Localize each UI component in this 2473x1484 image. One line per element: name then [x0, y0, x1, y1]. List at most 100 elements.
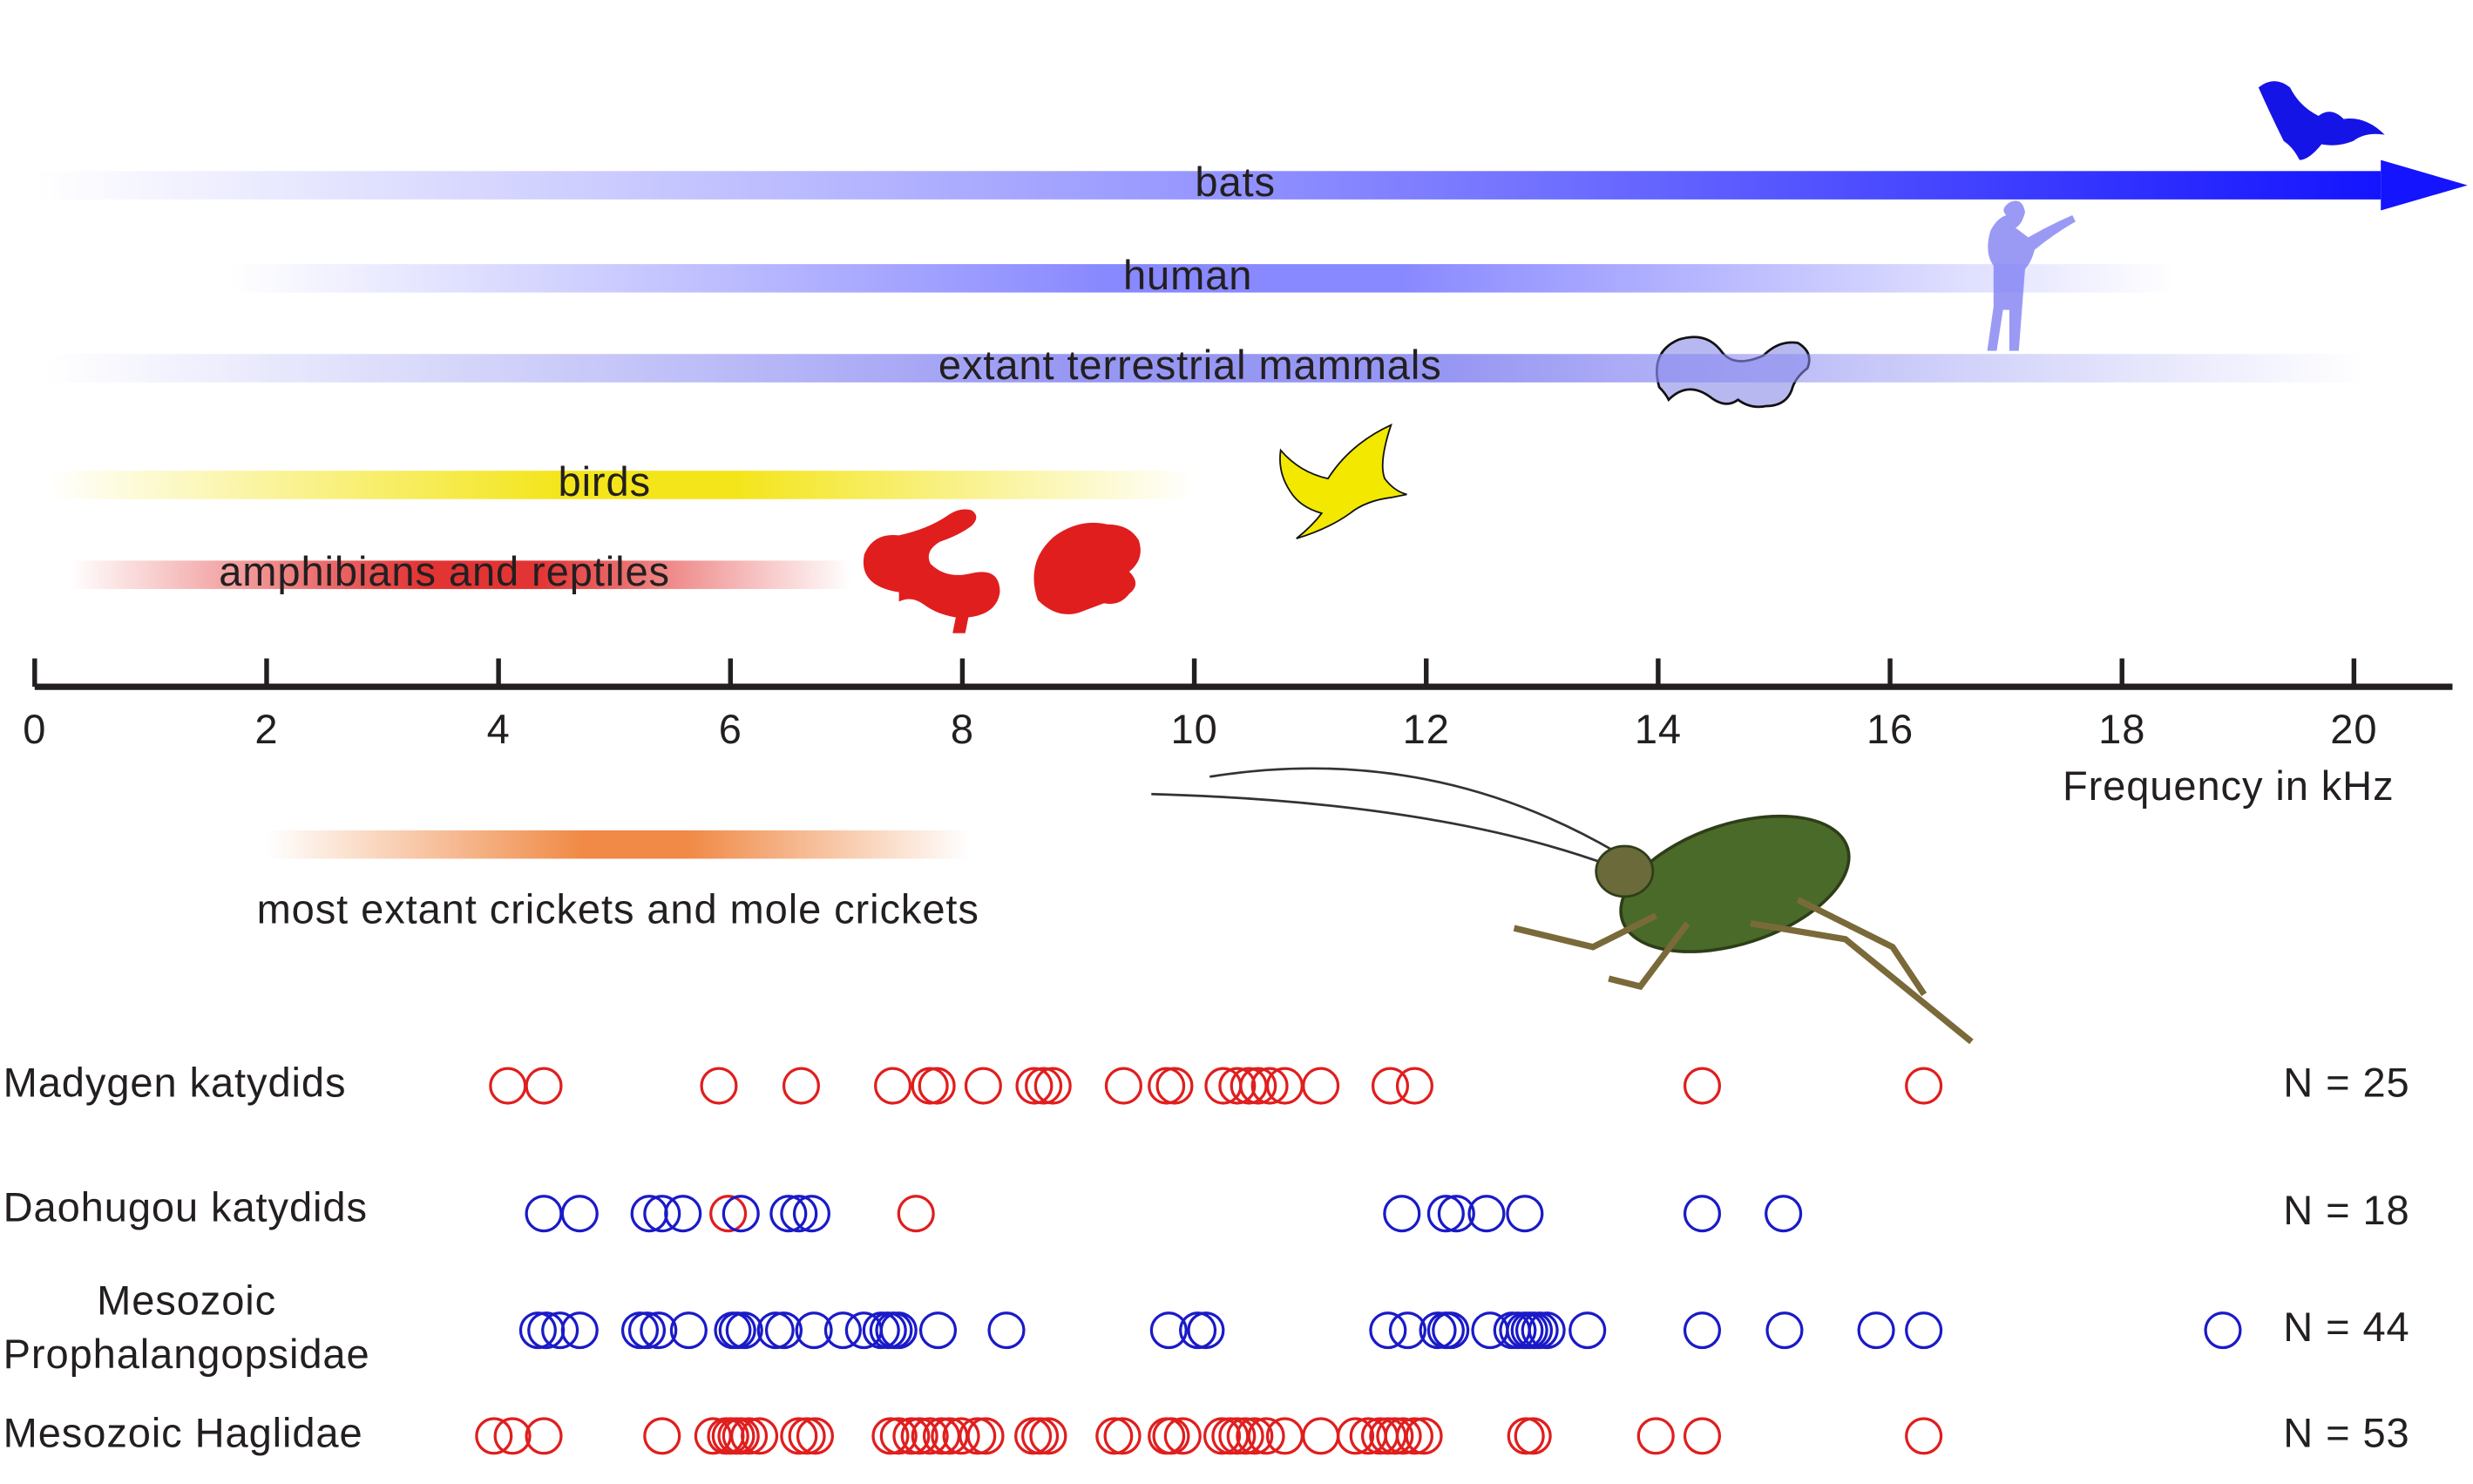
data-point [796, 1417, 834, 1455]
data-point [1514, 1417, 1552, 1455]
range-label: amphibians and reptiles [219, 548, 670, 594]
data-point [1152, 1417, 1190, 1455]
range-bar [69, 560, 851, 589]
data-point [788, 1417, 826, 1455]
data-point [709, 1195, 748, 1233]
n-label: N = 53 [2283, 1409, 2409, 1455]
data-point [1148, 1067, 1186, 1105]
x-tick-label: 16 [1867, 706, 1914, 752]
data-point [1163, 1417, 1202, 1455]
data-point [1149, 1311, 1188, 1350]
illustrations [863, 81, 2385, 1045]
n-label: N = 44 [2283, 1304, 2409, 1350]
range-bar [232, 264, 2176, 293]
data-point [1302, 1417, 1340, 1455]
data-point [1155, 1067, 1194, 1105]
data-point [1395, 1067, 1433, 1105]
data-point [560, 1195, 599, 1233]
data-point [966, 1417, 1005, 1455]
row-label: Mesozoic Haglidae [3, 1409, 363, 1457]
data-point [1239, 1067, 1277, 1105]
data-point [792, 1195, 830, 1233]
data-point [879, 1417, 918, 1455]
data-point [640, 1311, 678, 1350]
data-point [1029, 1417, 1067, 1455]
data-point [769, 1195, 808, 1233]
data-point [1187, 1311, 1225, 1350]
data-point [1683, 1067, 1722, 1105]
data-point [964, 1067, 1002, 1105]
data-point [874, 1067, 912, 1105]
x-tick-label: 2 [254, 706, 278, 752]
data-point [1395, 1417, 1433, 1455]
data-point [643, 1417, 681, 1455]
data-point [1033, 1067, 1072, 1105]
range-label: most extant crickets and mole crickets [257, 885, 979, 932]
data-point [1236, 1417, 1274, 1455]
data-point [525, 1417, 563, 1455]
data-point [1250, 1067, 1289, 1105]
data-point [1226, 1417, 1264, 1455]
row-label: Mesozoic Prophalangopsidae [3, 1277, 370, 1378]
data-point [1369, 1311, 1407, 1350]
data-point [1405, 1417, 1443, 1455]
human-silhouette [1987, 200, 2076, 351]
data-point [664, 1195, 702, 1233]
data-point [1471, 1311, 1509, 1350]
data-point [722, 1195, 760, 1233]
data-point [730, 1417, 769, 1455]
data-point [1203, 1417, 1242, 1455]
cricket-illustration [1151, 767, 1974, 1045]
data-point [1905, 1417, 1943, 1455]
data-point [1506, 1195, 1544, 1233]
data-point [1179, 1311, 1217, 1350]
data-point [1371, 1067, 1410, 1105]
data-point [1104, 1067, 1142, 1105]
data-point [782, 1067, 820, 1105]
bird-silhouette [1279, 424, 1407, 539]
data-point [1218, 1067, 1257, 1105]
data-point [525, 1067, 563, 1105]
x-tick-label: 4 [487, 706, 511, 752]
data-point [1426, 1195, 1465, 1233]
range-bar [46, 471, 1195, 499]
data-point [1507, 1417, 1545, 1455]
data-point [1021, 1417, 1060, 1455]
x-tick-label: 12 [1403, 706, 1450, 752]
data-point [911, 1067, 949, 1105]
data-point [756, 1311, 795, 1350]
bat-silhouette [2258, 81, 2385, 160]
frog-silhouette [1033, 522, 1141, 614]
data-point [1528, 1311, 1566, 1350]
data-point [911, 1417, 949, 1455]
data-point [795, 1311, 833, 1350]
data-point [1383, 1195, 1421, 1233]
data-point [1369, 1417, 1407, 1455]
data-point [1683, 1311, 1722, 1350]
data-point [1467, 1195, 1506, 1233]
data-point [1218, 1417, 1257, 1455]
data-point [1857, 1311, 1895, 1350]
data-point [879, 1311, 918, 1350]
data-point [518, 1311, 557, 1350]
range-bar [34, 171, 2382, 200]
range-bar [266, 830, 970, 859]
x-axis-label: Frequency in kHz [2063, 762, 2395, 809]
data-point [1376, 1417, 1414, 1455]
data-point [764, 1311, 803, 1350]
data-point [918, 1067, 956, 1105]
data-point [1568, 1311, 1607, 1350]
x-tick-label: 14 [1635, 706, 1682, 752]
data-point [2204, 1311, 2242, 1350]
data-point [700, 1067, 738, 1105]
range-label: extant terrestrial mammals [938, 342, 1442, 388]
n-label: N = 18 [2283, 1187, 2409, 1233]
data-point [722, 1417, 760, 1455]
data-point [1765, 1195, 1803, 1233]
data-point [1388, 1311, 1426, 1350]
data-point [1302, 1067, 1340, 1105]
data-point [1095, 1417, 1134, 1455]
data-point [900, 1417, 938, 1455]
